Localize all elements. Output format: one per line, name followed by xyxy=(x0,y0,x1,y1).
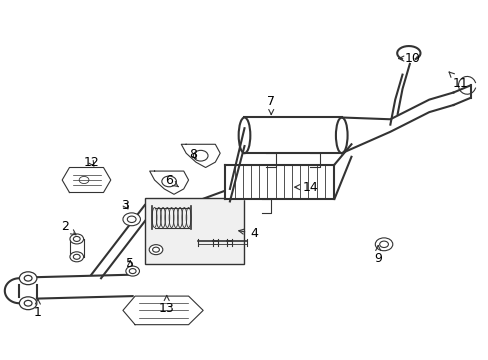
Text: 3: 3 xyxy=(121,198,129,212)
Ellipse shape xyxy=(24,275,32,281)
Text: 12: 12 xyxy=(83,156,99,168)
Polygon shape xyxy=(224,165,334,199)
Polygon shape xyxy=(244,117,341,153)
Text: 10: 10 xyxy=(398,52,419,65)
Text: 4: 4 xyxy=(238,227,258,240)
Ellipse shape xyxy=(20,297,37,310)
Ellipse shape xyxy=(73,237,80,242)
Ellipse shape xyxy=(129,269,136,274)
Polygon shape xyxy=(149,171,188,194)
Ellipse shape xyxy=(122,213,140,226)
Text: 1: 1 xyxy=(34,299,41,319)
Ellipse shape xyxy=(149,245,163,255)
Text: 14: 14 xyxy=(294,181,317,194)
Text: 8: 8 xyxy=(189,148,197,162)
Polygon shape xyxy=(122,296,203,325)
Ellipse shape xyxy=(379,241,387,248)
Ellipse shape xyxy=(20,272,37,285)
Text: 2: 2 xyxy=(61,220,76,235)
Bar xyxy=(144,198,244,264)
Ellipse shape xyxy=(70,252,83,262)
Text: 13: 13 xyxy=(159,296,174,315)
Ellipse shape xyxy=(24,300,32,306)
Ellipse shape xyxy=(374,238,392,251)
Ellipse shape xyxy=(152,247,159,252)
Ellipse shape xyxy=(127,216,136,222)
Text: 11: 11 xyxy=(448,72,468,90)
Ellipse shape xyxy=(73,254,80,259)
Polygon shape xyxy=(62,167,111,193)
Ellipse shape xyxy=(125,266,139,276)
Ellipse shape xyxy=(70,234,83,244)
Text: 9: 9 xyxy=(373,246,381,265)
Text: 5: 5 xyxy=(126,257,134,270)
Polygon shape xyxy=(181,144,220,167)
Text: 6: 6 xyxy=(165,174,178,187)
Text: 7: 7 xyxy=(267,95,275,114)
